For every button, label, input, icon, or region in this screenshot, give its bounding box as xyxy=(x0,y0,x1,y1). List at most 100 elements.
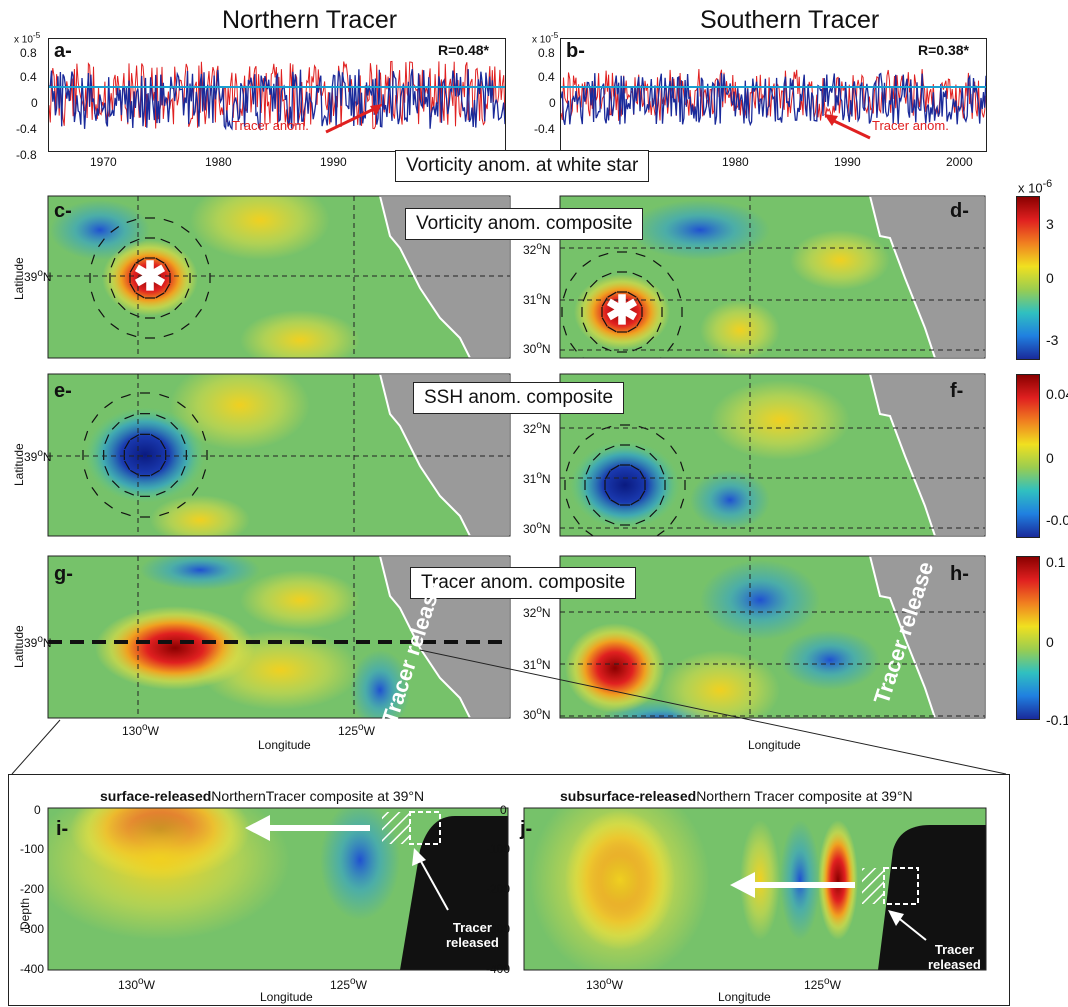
panel-h-label: h- xyxy=(950,563,969,585)
correlation-a: R=0.48* xyxy=(438,42,489,58)
colorbar-tick: -0.1 xyxy=(1046,712,1068,728)
ytick-a: -0.4 xyxy=(16,122,37,136)
lon-tick: 125oW xyxy=(804,976,841,992)
arrow-b-icon xyxy=(824,114,871,140)
ytick-b: 0.4 xyxy=(538,70,555,84)
lat-tick: 30oN xyxy=(523,706,551,722)
vorticity-star-title: Vorticity anom. at white star xyxy=(395,150,650,182)
tracer-released-label-j: Tracer released xyxy=(928,942,981,972)
colorbar-tick: -0.04 xyxy=(1046,512,1068,528)
white-star-icon: ✱ xyxy=(605,289,639,333)
lat-tick: 32oN xyxy=(523,604,551,620)
colorbar-tick: 3 xyxy=(1046,216,1054,232)
xtick-a: 1990 xyxy=(320,155,347,169)
left-column-title: Northern Tracer xyxy=(222,6,398,34)
arrow-a-icon xyxy=(325,104,382,134)
white-star-icon: ✱ xyxy=(133,255,167,299)
colorbar-tick: 0 xyxy=(1046,450,1054,466)
panel-c-label: c- xyxy=(54,200,72,222)
panel-d-label: d- xyxy=(950,200,969,222)
vorticity-composite-title: Vorticity anom. composite xyxy=(405,208,644,240)
xtick-a: 1980 xyxy=(205,155,232,169)
depth-tick: -100 xyxy=(486,842,511,856)
lon-tick: 130oW xyxy=(122,722,159,738)
vorticity-colorbar xyxy=(1016,196,1040,360)
panel-g-label: g- xyxy=(54,563,73,585)
ts-exponent-b: x 10-5 xyxy=(532,30,559,46)
tracer-annotation-b: Tracer anom. xyxy=(872,118,949,133)
tracer-composite-title: Tracer anom. composite xyxy=(410,567,637,599)
lat-tick: 31oN xyxy=(523,470,551,486)
lon-tick: 130oW xyxy=(586,976,623,992)
lat-tick: 39oN xyxy=(24,268,52,284)
depth-tick: -200 xyxy=(486,882,511,896)
tracer-released-label-i: Tracer released xyxy=(446,920,499,950)
timeseries-b-plot xyxy=(561,68,986,127)
lon-tick: 125oW xyxy=(330,976,367,992)
right-column-title: Southern Tracer xyxy=(700,6,880,34)
depth-tick: 0 xyxy=(500,803,507,817)
ssh-colorbar xyxy=(1016,374,1040,538)
panel-d: ✱ xyxy=(559,195,986,359)
tracer-anomaly-series xyxy=(561,68,986,121)
lat-tick: 32oN xyxy=(523,420,551,436)
depth-tick: -300 xyxy=(486,922,511,936)
lon-tick: 125oW xyxy=(338,722,375,738)
ytick-a: 0.8 xyxy=(20,46,37,60)
lon-tick: 130oW xyxy=(118,976,155,992)
lat-tick: 30oN xyxy=(523,340,551,356)
panel-j-label: j- xyxy=(520,818,533,840)
lat-tick: 31oN xyxy=(523,656,551,672)
depth-tick: -100 xyxy=(20,842,45,856)
depth-section-inset xyxy=(8,774,1010,1006)
lat-tick: 39oN xyxy=(24,634,52,650)
section-i-title: surface-releasedNorthernTracer composite… xyxy=(100,788,425,804)
depth-tick: -400 xyxy=(20,962,45,976)
lat-tick: 30oN xyxy=(523,520,551,536)
longitude-label: Longitude xyxy=(258,738,311,752)
colorbar-tick: 0 xyxy=(1046,270,1054,286)
depth-tick: -400 xyxy=(486,962,511,976)
depth-tick: -200 xyxy=(20,882,45,896)
ytick-a: 0 xyxy=(31,96,38,110)
ytick-b: 0 xyxy=(549,96,556,110)
depth-tick: -300 xyxy=(20,922,45,936)
xtick-b: 1980 xyxy=(722,155,749,169)
colorbar-tick: -3 xyxy=(1046,332,1059,348)
lat-tick: 31oN xyxy=(523,291,551,307)
ytick-a: 0.4 xyxy=(20,70,37,84)
xtick-a: 1970 xyxy=(90,155,117,169)
tracer-annotation-a: Tracer anom. xyxy=(232,118,309,133)
ts-exponent-a: x 10-5 xyxy=(14,30,41,46)
ytick-b: -0.4 xyxy=(534,122,555,136)
colorbar-tick: 0 xyxy=(1046,634,1054,650)
vorticity-anomaly-series xyxy=(49,68,505,131)
ssh-composite-title: SSH anom. composite xyxy=(413,382,625,414)
vorticity-anomaly-series xyxy=(561,72,986,127)
panel-f-label: f- xyxy=(950,380,964,402)
panel-b-label: b- xyxy=(566,40,585,62)
longitude-label: Longitude xyxy=(748,738,801,752)
colorbar-exponent: x 10-6 xyxy=(1018,178,1053,196)
panel-j xyxy=(523,807,987,971)
ytick-a: -0.8 xyxy=(16,148,37,162)
correlation-b: R=0.38* xyxy=(918,42,969,58)
longitude-label: Longitude xyxy=(718,990,771,1004)
lat-tick: 32oN xyxy=(523,241,551,257)
colorbar-tick: 0.04 xyxy=(1046,386,1068,402)
panel-a-label: a- xyxy=(54,40,72,62)
timeseries-a-plot xyxy=(49,60,505,131)
panel-e-label: e- xyxy=(54,380,72,402)
panel-i-label: i- xyxy=(56,818,69,840)
xtick-b: 2000 xyxy=(946,155,973,169)
panel-e xyxy=(47,373,511,537)
panel-i xyxy=(47,807,509,971)
ytick-b: 0.8 xyxy=(538,46,555,60)
tracer-colorbar xyxy=(1016,556,1040,720)
timeseries-b xyxy=(560,38,987,152)
colorbar-tick: 0.1 xyxy=(1046,554,1066,570)
longitude-label: Longitude xyxy=(260,990,313,1004)
section-j-title: subsurface-releasedNorthern Tracer compo… xyxy=(560,788,913,804)
xtick-b: 1990 xyxy=(834,155,861,169)
